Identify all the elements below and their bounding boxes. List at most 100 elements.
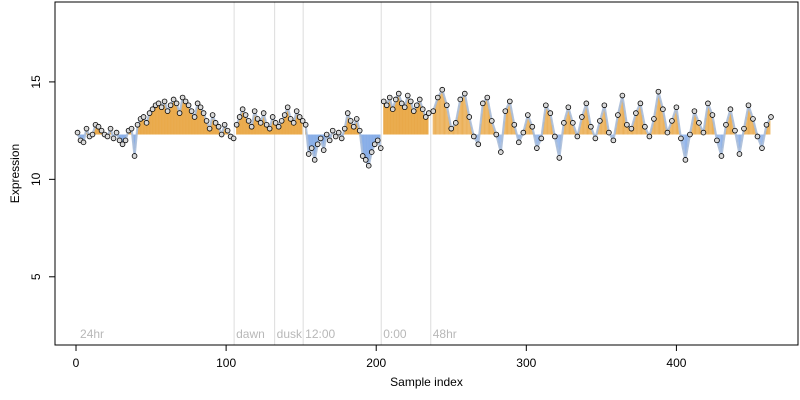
data-point xyxy=(284,104,291,111)
data-point xyxy=(89,131,96,138)
data-point xyxy=(413,102,420,109)
data-point xyxy=(570,120,576,126)
data-point xyxy=(329,127,336,134)
data-point xyxy=(561,120,567,126)
data-point xyxy=(362,157,369,163)
data-point xyxy=(224,127,231,134)
data-point xyxy=(107,125,114,132)
data-point xyxy=(218,131,225,138)
y-tick-label: 5 xyxy=(29,273,43,280)
data-point xyxy=(347,118,354,124)
data-point xyxy=(200,110,207,116)
data-point xyxy=(610,137,617,144)
data-point xyxy=(422,114,429,120)
data-point xyxy=(759,145,765,151)
data-point xyxy=(275,123,282,130)
data-point xyxy=(425,110,432,116)
data-point xyxy=(398,100,405,107)
y-axis-label: Expression xyxy=(8,144,22,203)
data-point xyxy=(628,125,635,132)
data-point xyxy=(727,106,734,112)
data-point xyxy=(705,100,711,107)
data-point xyxy=(314,141,321,148)
data-point xyxy=(392,96,399,103)
data-point xyxy=(332,133,339,140)
data-point xyxy=(230,135,237,142)
fit-line xyxy=(432,88,772,161)
data-point xyxy=(534,145,540,151)
x-axis: 0 100 200 300 400 xyxy=(73,345,687,370)
data-point xyxy=(95,123,102,130)
data-point xyxy=(574,133,581,140)
data-point xyxy=(475,141,482,148)
data-point xyxy=(188,108,195,114)
data-point xyxy=(341,125,348,132)
data-point xyxy=(377,145,384,151)
data-point xyxy=(287,116,294,122)
data-point xyxy=(410,108,417,114)
data-point xyxy=(601,102,608,109)
data-point xyxy=(83,125,90,132)
data-point xyxy=(700,129,707,136)
data-point xyxy=(642,123,648,130)
data-point xyxy=(179,94,186,101)
segment-label: dawn xyxy=(236,327,265,341)
data-point xyxy=(278,118,285,124)
data-point xyxy=(633,110,639,116)
data-point xyxy=(371,141,378,148)
data-point xyxy=(547,110,554,116)
data-point xyxy=(116,137,123,144)
data-point xyxy=(488,118,495,124)
y-tick-label: 10 xyxy=(29,172,43,186)
data-point xyxy=(119,141,126,148)
data-point xyxy=(254,116,261,122)
data-point xyxy=(338,135,345,142)
data-point xyxy=(140,114,147,120)
data-point xyxy=(251,108,258,114)
data-point xyxy=(768,114,774,120)
data-point xyxy=(497,149,504,155)
data-point xyxy=(122,137,129,144)
data-point xyxy=(383,102,390,109)
plot-frame xyxy=(54,1,799,346)
data-point xyxy=(269,114,276,120)
data-point xyxy=(763,121,770,128)
data-point xyxy=(293,108,300,114)
data-point xyxy=(353,116,360,122)
data-point xyxy=(335,129,342,136)
data-point xyxy=(305,151,312,157)
data-point xyxy=(507,98,513,105)
data-point xyxy=(520,129,527,136)
data-point xyxy=(104,133,111,140)
data-point xyxy=(395,90,402,97)
x-tick-label: 100 xyxy=(216,356,236,370)
data-point xyxy=(212,120,219,126)
segment-label: 12:00 xyxy=(305,327,335,341)
data-point xyxy=(434,94,441,101)
data-point xyxy=(365,162,372,169)
data-point xyxy=(131,153,138,159)
data-point xyxy=(173,100,180,107)
data-point xyxy=(155,100,162,107)
x-axis-label: Sample index xyxy=(390,375,463,389)
data-point xyxy=(493,131,500,138)
data-point xyxy=(143,120,150,126)
segment-label: 0:00 xyxy=(383,327,407,341)
data-point xyxy=(404,92,411,99)
data-point xyxy=(167,102,174,109)
data-point xyxy=(233,121,240,128)
data-point xyxy=(556,155,563,161)
data-point xyxy=(709,112,716,118)
data-point xyxy=(290,120,297,126)
data-point xyxy=(750,116,756,122)
data-point xyxy=(113,129,120,136)
data-point xyxy=(678,135,684,142)
y-tick-label: 15 xyxy=(29,75,43,89)
data-point xyxy=(326,137,333,144)
data-point xyxy=(736,151,743,157)
data-point xyxy=(248,123,255,130)
data-point xyxy=(646,133,653,140)
data-point xyxy=(466,114,473,120)
data-point xyxy=(191,114,198,120)
